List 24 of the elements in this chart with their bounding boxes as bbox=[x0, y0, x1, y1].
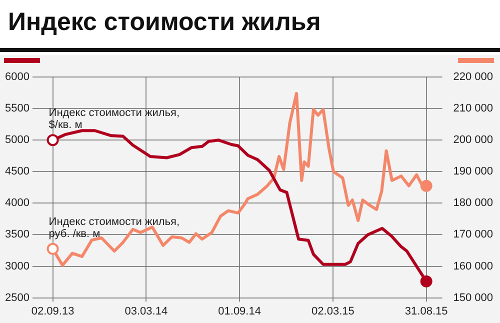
y2-tick-label: 150 000 bbox=[453, 292, 494, 304]
x-tick-label: 02.09.13 bbox=[31, 305, 74, 318]
y-tick-label: 5000 bbox=[4, 134, 30, 146]
y2-tick-label: 160 000 bbox=[453, 260, 494, 272]
series-label: Индекс стоимости жилья, руб. /кв. м bbox=[48, 216, 180, 240]
x-tick-label: 02.03.15 bbox=[312, 305, 354, 318]
y-tick-label: 5500 bbox=[4, 102, 30, 115]
x-tick-label: 01.09.14 bbox=[218, 305, 261, 318]
y2-tick-label: 200 000 bbox=[453, 134, 494, 146]
y2-tick-label: 210 000 bbox=[453, 102, 494, 115]
chart-title: Индекс стоимости жилья bbox=[8, 8, 321, 37]
series-label: Индекс стоимости жилья, $/кв. м bbox=[48, 107, 180, 132]
x-tick-label: 31.08.15 bbox=[404, 305, 448, 318]
y-tick-label: 6000 bbox=[4, 71, 30, 84]
x-tick-label: 03.03.14 bbox=[124, 305, 168, 318]
y2-tick-label: 190 000 bbox=[453, 166, 494, 178]
y-tick-label: 3500 bbox=[4, 228, 30, 241]
y2-tick-label: 170 000 bbox=[453, 228, 494, 241]
y-tick-label: 4500 bbox=[4, 166, 30, 178]
y-tick-label: 3000 bbox=[4, 260, 30, 272]
y-tick-label: 4000 bbox=[4, 197, 30, 210]
y-tick-label: 2500 bbox=[4, 292, 30, 304]
y2-tick-label: 220 000 bbox=[453, 71, 494, 84]
y2-tick-label: 180 000 bbox=[453, 197, 494, 210]
